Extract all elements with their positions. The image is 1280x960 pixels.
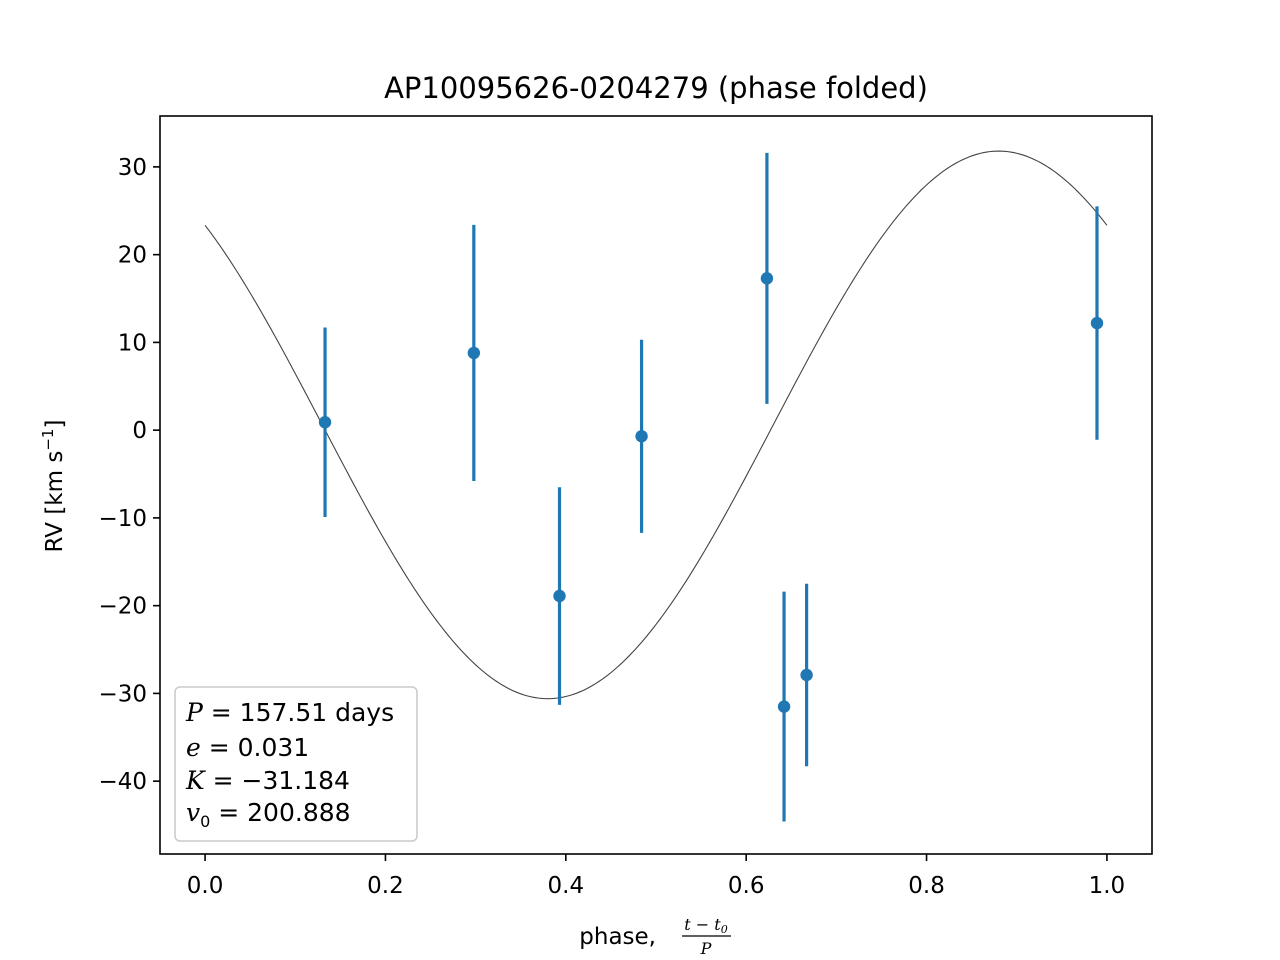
chart-title: AP10095626-0204279 (phase folded)	[384, 71, 928, 105]
x-tick-label: 0.4	[548, 873, 585, 899]
legend-box	[174, 686, 418, 842]
point-marker	[760, 272, 774, 285]
x-axis-ticks: 0.0 0.2 0.4 0.6 0.8 1.0	[187, 854, 1125, 899]
data-point-3	[553, 487, 566, 705]
y-tick-label: −10	[98, 506, 147, 532]
y-tick-label: 0	[132, 418, 147, 444]
x-tick-label: 1.0	[1089, 873, 1126, 899]
point-marker	[777, 700, 791, 713]
y-tick-label: 30	[118, 155, 147, 181]
y-tick-label: −30	[98, 681, 147, 707]
legend-entry-amplitude: K = −31.184	[185, 766, 350, 795]
model-curve	[204, 150, 1108, 700]
legend: P = 157.51 days e = 0.031 K = −31.184 v0…	[174, 686, 418, 842]
x-label-denominator: P	[700, 939, 712, 958]
point-marker	[318, 416, 332, 429]
data-point-7	[800, 583, 813, 767]
data-point-5	[760, 152, 774, 404]
point-marker	[553, 589, 566, 603]
x-tick-label: 0.6	[728, 873, 765, 899]
data-points-layer	[318, 152, 1104, 822]
point-marker	[635, 430, 648, 443]
data-point-4	[635, 339, 648, 533]
point-marker	[467, 346, 481, 360]
data-point-6	[777, 591, 791, 822]
y-axis-ticks: −40 −30 −20 −10 0 10 20 30	[98, 155, 160, 795]
x-axis-label-fraction: t − t0 P	[682, 915, 731, 958]
x-label-numerator: t − t0	[684, 915, 727, 936]
y-tick-label: 10	[118, 330, 147, 356]
data-point-2	[467, 224, 481, 482]
point-marker	[1090, 316, 1104, 330]
x-tick-label: 0.0	[187, 873, 224, 899]
legend-entry-systemic-velocity: v0 = 200.888	[186, 798, 351, 831]
y-axis-label: RV [km s−1]	[39, 420, 68, 553]
x-tick-label: 0.8	[908, 873, 945, 899]
x-axis-label-text: phase,	[579, 924, 656, 950]
plot-area-frame	[159, 115, 1153, 855]
x-tick-label: 0.2	[367, 873, 404, 899]
data-point-1	[318, 327, 332, 518]
point-marker	[800, 668, 813, 682]
y-tick-label: −20	[98, 594, 147, 620]
legend-entry-period: P = 157.51 days	[185, 698, 394, 727]
data-point-8	[1090, 206, 1104, 440]
y-tick-label: 20	[118, 243, 147, 269]
y-tick-label: −40	[98, 769, 147, 795]
x-axis-label: phase, t − t0 P	[579, 915, 731, 958]
model-curve-layer	[204, 150, 1108, 700]
legend-entry-eccentricity: e = 0.031	[186, 733, 309, 762]
